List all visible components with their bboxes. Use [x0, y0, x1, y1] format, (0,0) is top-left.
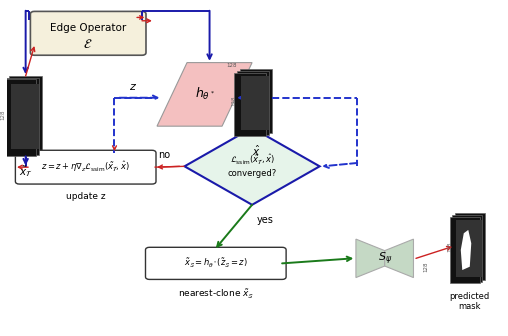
Text: $\mathcal{L}_{\mathrm{ssim}}(\tilde{x}_{\mathcal{T}},\hat{x})$: $\mathcal{L}_{\mathrm{ssim}}(\tilde{x}_{…	[230, 153, 274, 167]
FancyBboxPatch shape	[7, 78, 39, 155]
FancyBboxPatch shape	[452, 215, 482, 282]
FancyBboxPatch shape	[455, 213, 485, 280]
Text: $\mathcal{E}$: $\mathcal{E}$	[83, 38, 93, 51]
Text: no: no	[158, 150, 171, 160]
Polygon shape	[461, 230, 471, 270]
Text: 128: 128	[447, 241, 452, 252]
FancyBboxPatch shape	[456, 220, 482, 277]
Text: 128: 128	[231, 96, 236, 106]
FancyBboxPatch shape	[450, 216, 480, 284]
Text: 128: 128	[1, 109, 6, 120]
FancyBboxPatch shape	[9, 76, 42, 153]
FancyBboxPatch shape	[234, 73, 266, 136]
Text: z: z	[129, 82, 135, 92]
FancyBboxPatch shape	[11, 84, 39, 149]
Text: nearest-clone $\tilde{x}_{\mathcal{S}}$: nearest-clone $\tilde{x}_{\mathcal{S}}$	[178, 288, 254, 301]
FancyBboxPatch shape	[241, 76, 269, 130]
Text: converged?: converged?	[228, 169, 277, 178]
Polygon shape	[184, 128, 320, 205]
Text: $z = z+\eta\nabla_z\mathcal{L}_{\mathrm{ssim}}(\tilde{x}_{\mathcal{T}},\hat{x})$: $z = z+\eta\nabla_z\mathcal{L}_{\mathrm{…	[41, 160, 130, 174]
FancyBboxPatch shape	[4, 79, 36, 156]
Text: $h_{\theta^*}$: $h_{\theta^*}$	[195, 86, 214, 102]
FancyBboxPatch shape	[240, 69, 272, 133]
Polygon shape	[385, 239, 414, 278]
FancyBboxPatch shape	[15, 150, 156, 184]
Text: $\tilde{x}_{\mathcal{S}} = h_{\theta^*}(\tilde{z}_{\mathcal{S}} = z)$: $\tilde{x}_{\mathcal{S}} = h_{\theta^*}(…	[184, 257, 248, 270]
Text: $\tilde{x}_{\mathcal{T}}$: $\tilde{x}_{\mathcal{T}}$	[19, 165, 33, 179]
Text: predicted
mask: predicted mask	[450, 292, 490, 311]
Text: 128: 128	[227, 62, 237, 68]
Text: Edge Operator: Edge Operator	[50, 23, 126, 33]
Polygon shape	[157, 62, 252, 126]
Text: 128: 128	[424, 262, 428, 272]
Text: yes: yes	[257, 215, 274, 225]
Polygon shape	[356, 239, 385, 278]
Text: $\hat{x}$: $\hat{x}$	[251, 143, 260, 158]
FancyBboxPatch shape	[237, 71, 269, 134]
Text: update z: update z	[66, 192, 106, 201]
FancyBboxPatch shape	[145, 247, 286, 280]
Text: $S_{\psi}$: $S_{\psi}$	[377, 250, 392, 266]
FancyBboxPatch shape	[30, 11, 146, 55]
